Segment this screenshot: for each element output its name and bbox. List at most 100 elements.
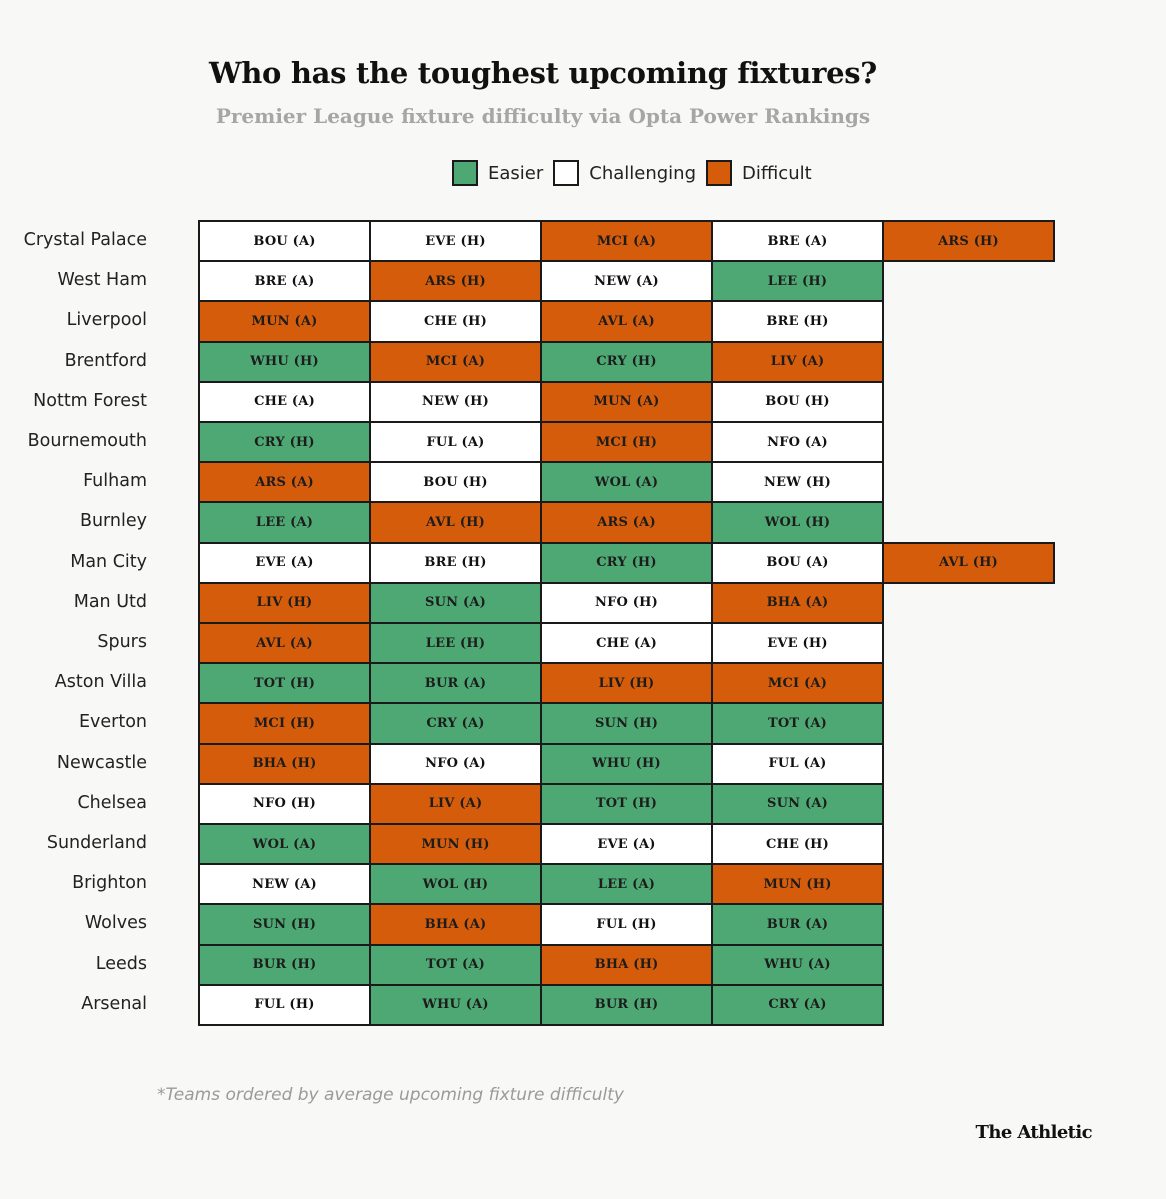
fixture-cell: ARS (A)	[198, 461, 371, 504]
team-label: Burnley	[79, 511, 147, 532]
fixture-cell: MUN (H)	[369, 823, 542, 866]
fixture-cell: SUN (H)	[540, 702, 713, 745]
fixture-cell: MCI (A)	[711, 662, 884, 705]
fixture-cell: WOL (A)	[198, 823, 371, 866]
fixture-cell: AVL (H)	[369, 501, 542, 544]
fixture-cell: BOU (A)	[198, 220, 371, 263]
team-label: Brighton	[72, 873, 147, 894]
fixture-cell: CRY (H)	[540, 541, 713, 584]
fixture-cell: MUN (H)	[711, 863, 884, 906]
fixture-cell: EVE (A)	[540, 823, 713, 866]
legend-label-difficult: Difficult	[742, 162, 812, 184]
legend-swatch-difficult	[706, 160, 733, 186]
fixture-cell: LEE (A)	[198, 501, 371, 544]
fixture-cell: BRE (A)	[198, 260, 371, 303]
team-label: Bournemouth	[27, 431, 147, 451]
fixture-cell: CHE (A)	[540, 622, 713, 665]
legend-label-challenging: Challenging	[589, 162, 697, 184]
fixture-cell: WHU (A)	[369, 983, 542, 1026]
fixture-cell: CHE (H)	[711, 823, 884, 866]
fixture-cell: EVE (H)	[369, 220, 542, 263]
fixture-cell: MUN (A)	[540, 380, 713, 423]
fixture-cell: AVL (A)	[540, 300, 713, 343]
fixture-cell: FUL (H)	[198, 983, 371, 1026]
fixture-cell: NFO (A)	[711, 421, 884, 464]
fixture-cell: BUR (A)	[711, 903, 884, 946]
fixture-cell: SUN (H)	[198, 903, 371, 946]
fixture-cell: MCI (H)	[198, 702, 371, 745]
fixture-cell: LIV (H)	[198, 581, 371, 624]
legend-item-easier: Easier	[452, 160, 543, 186]
fixture-cell: NEW (H)	[369, 380, 542, 423]
fixture-cell: FUL (H)	[540, 903, 713, 946]
fixture-cell: AVL (A)	[198, 622, 371, 665]
fixture-cell: LEE (A)	[540, 863, 713, 906]
footnote: *Teams ordered by average upcoming fixtu…	[157, 1085, 624, 1105]
team-label: Chelsea	[77, 792, 147, 813]
team-label: Man City	[70, 551, 147, 572]
fixture-cell: BHA (H)	[540, 943, 713, 986]
fixture-cell: MCI (H)	[540, 421, 713, 464]
chart-title: Who has the toughest upcoming fixtures?	[208, 56, 877, 90]
fixture-cell: MCI (A)	[540, 220, 713, 263]
fixture-cell: MCI (A)	[369, 340, 542, 383]
fixture-cell: BOU (H)	[711, 380, 884, 423]
fixture-cell: TOT (H)	[540, 782, 713, 825]
fixture-cell: BUR (H)	[198, 943, 371, 986]
brand-logo: The Athletic	[975, 1122, 1093, 1143]
legend-item-difficult: Difficult	[706, 160, 812, 186]
team-label: Man Utd	[73, 591, 147, 612]
fixture-cell: BRE (H)	[711, 300, 884, 343]
team-label: Wolves	[84, 913, 147, 934]
team-label: Arsenal	[81, 993, 147, 1014]
team-label: Nottm Forest	[33, 390, 147, 411]
fixture-cell: ARS (H)	[369, 260, 542, 303]
team-label: Fulham	[83, 471, 147, 492]
fixture-cell: WOL (H)	[369, 863, 542, 906]
fixture-cell: BOU (A)	[711, 541, 884, 584]
fixture-cell: BHA (A)	[369, 903, 542, 946]
fixture-cell: WHU (H)	[198, 340, 371, 383]
fixture-cell: BOU (H)	[369, 461, 542, 504]
fixture-cell: NEW (A)	[540, 260, 713, 303]
fixture-cell: EVE (A)	[198, 541, 371, 584]
fixture-cell: TOT (A)	[711, 702, 884, 745]
legend-label-easier: Easier	[488, 162, 544, 184]
team-label: Aston Villa	[54, 672, 147, 693]
team-label: Crystal Palace	[23, 230, 147, 250]
fixture-cell: BUR (H)	[540, 983, 713, 1026]
fixture-cell: MUN (A)	[198, 300, 371, 343]
fixture-cell: ARS (H)	[882, 220, 1055, 263]
fixture-cell: CHE (H)	[369, 300, 542, 343]
team-label: Liverpool	[66, 310, 147, 331]
fixture-cell: LIV (H)	[540, 662, 713, 705]
fixture-cell: NFO (A)	[369, 742, 542, 785]
legend: Easier Challenging Difficult	[452, 158, 822, 188]
fixture-cell: ARS (A)	[540, 501, 713, 544]
fixture-cell: WOL (A)	[540, 461, 713, 504]
chart-subtitle: Premier League fixture difficulty via Op…	[215, 104, 871, 128]
fixture-cell: SUN (A)	[369, 581, 542, 624]
fixture-cell: EVE (H)	[711, 622, 884, 665]
fixture-cell: CRY (A)	[369, 702, 542, 745]
fixture-cell: BHA (H)	[198, 742, 371, 785]
fixture-cell: BRE (A)	[711, 220, 884, 263]
fixture-cell: BUR (A)	[369, 662, 542, 705]
fixture-cell: FUL (A)	[369, 421, 542, 464]
legend-swatch-challenging	[553, 160, 580, 186]
team-label: Brentford	[64, 350, 147, 371]
fixture-cell: LEE (H)	[369, 622, 542, 665]
team-label: West Ham	[57, 270, 147, 291]
fixture-cell: LEE (H)	[711, 260, 884, 303]
fixture-cell: CRY (H)	[540, 340, 713, 383]
fixture-cell: CHE (A)	[198, 380, 371, 423]
fixture-cell: WHU (H)	[540, 742, 713, 785]
fixture-cell: FUL (A)	[711, 742, 884, 785]
fixture-cell: NEW (H)	[711, 461, 884, 504]
fixture-cell: CRY (H)	[198, 421, 371, 464]
fixture-cell: BRE (H)	[369, 541, 542, 584]
fixture-cell: NFO (H)	[540, 581, 713, 624]
fixture-cell: AVL (H)	[882, 541, 1055, 584]
fixture-cell: BHA (A)	[711, 581, 884, 624]
